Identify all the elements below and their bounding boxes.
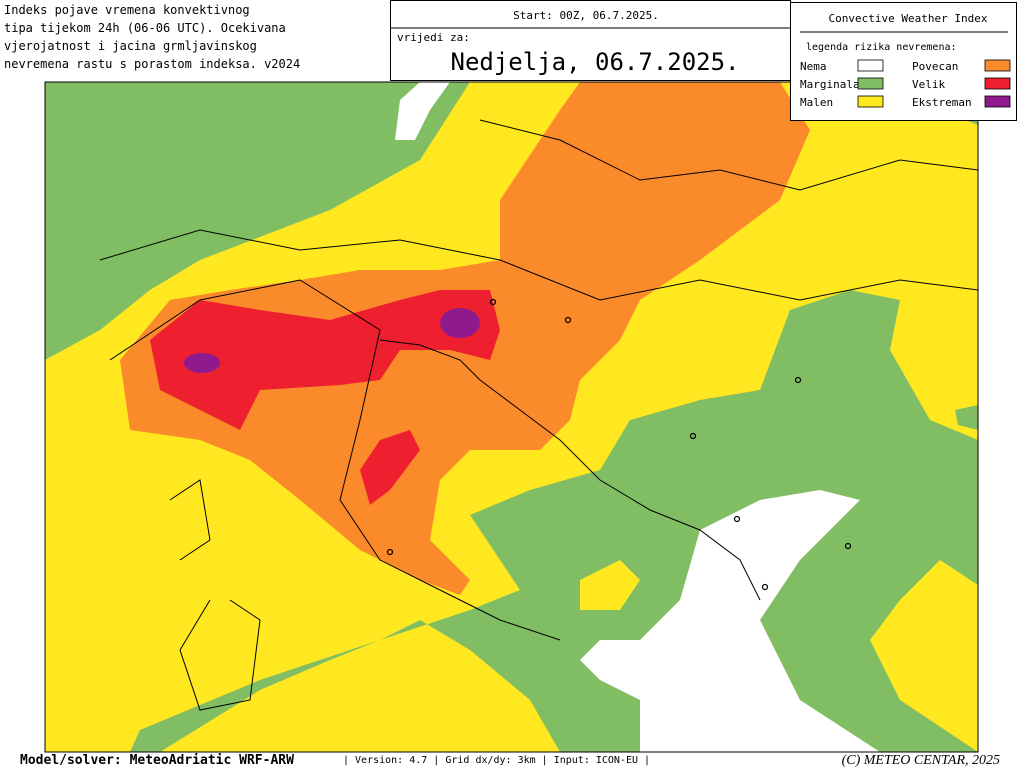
city [844, 542, 852, 550]
legend-label: Nema [800, 60, 827, 73]
valid-label: vrijedi za: [397, 31, 470, 44]
risk-area [440, 308, 480, 338]
legend-swatch [984, 77, 1011, 90]
legend-label: Marginalan [800, 78, 866, 91]
description: Indeks pojave vremena konvektivnog tipa … [4, 3, 300, 71]
start-time: Start: 00Z, 06.7.2025. [513, 9, 659, 22]
legend-swatch [984, 95, 1011, 108]
description-line: tipa tijekom 24h (06-06 UTC). Ocekivana [4, 21, 286, 35]
legend-label: Velik [912, 78, 945, 91]
description-line: Indeks pojave vremena konvektivnog [4, 3, 250, 17]
legend-swatch [857, 95, 884, 108]
footer-model: Model/solver: MeteoAdriatic WRF-ARW [20, 753, 294, 768]
risk-area [580, 490, 880, 752]
legend-swatch [857, 77, 884, 90]
legend-items: Nema Marginalan Malen Povecan Velik Ekstreman [800, 59, 1011, 109]
footer-info: | Version: 4.7 | Grid dx/dy: 3km | Input… [343, 755, 650, 766]
cities [386, 298, 852, 591]
legend-label: Ekstreman [912, 96, 972, 109]
border [479, 119, 979, 191]
legend-title: Convective Weather Index [829, 12, 988, 25]
risk-area [45, 82, 470, 360]
legend-label: Povecan [912, 60, 958, 73]
description-line: vjerojatnost i jacina grmljavinskog [4, 39, 257, 53]
city [761, 583, 769, 591]
city [733, 515, 741, 523]
risk-area [580, 560, 640, 610]
city [564, 316, 572, 324]
city [386, 548, 394, 556]
description-box [0, 0, 390, 80]
city [689, 432, 697, 440]
risk-area [395, 82, 450, 140]
footer-copyright: (C) METEO CENTAR, 2025 [842, 753, 1000, 768]
map-frame [44, 81, 979, 753]
valid-date: Nedjelja, 06.7.2025. [451, 48, 740, 76]
legend-swatch [984, 59, 1011, 72]
risk-area [150, 290, 500, 430]
city [794, 376, 802, 384]
risk-area [360, 430, 420, 505]
date-box [390, 0, 791, 81]
map [44, 81, 979, 753]
risk-area [184, 353, 220, 373]
description-line: nevremena rastu s porastom indeksa. v202… [4, 57, 300, 71]
coastline [179, 599, 261, 711]
coastline [169, 479, 211, 561]
legend-swatch [857, 59, 884, 72]
coastlines [99, 119, 979, 711]
coastline [109, 279, 561, 641]
legend-box [790, 2, 1017, 121]
legend-label: Malen [800, 96, 833, 109]
coastline [379, 339, 761, 601]
city [489, 298, 497, 306]
border [99, 229, 979, 301]
legend-subtitle: legenda rizika nevremena: [806, 42, 957, 53]
risk-area [955, 405, 978, 430]
